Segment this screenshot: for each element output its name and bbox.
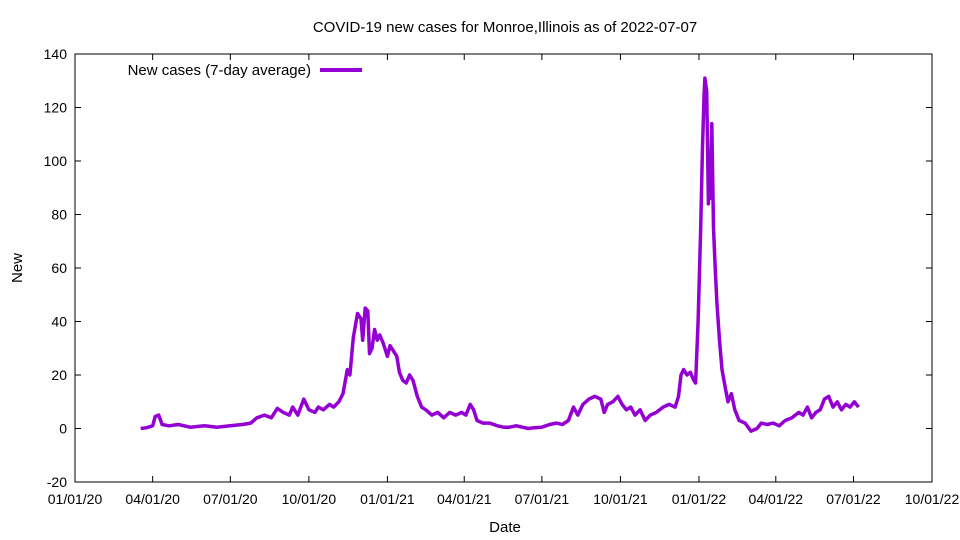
y-axis-title: New	[9, 253, 26, 283]
y-tick-label: 40	[51, 314, 67, 330]
y-tick-label: 100	[44, 153, 68, 169]
x-axis: 01/01/20 04/01/20 07/01/20 10/01/20 01/01/21…	[48, 54, 960, 507]
x-tick-label: 10/01/20	[282, 491, 337, 507]
x-axis-title: Date	[489, 519, 521, 536]
legend-label: New cases (7-day average)	[128, 62, 311, 79]
x-tick-label: 01/01/21	[360, 491, 415, 507]
x-tick-label: 10/01/21	[593, 491, 648, 507]
x-tick-label: 04/01/20	[125, 491, 180, 507]
legend: New cases (7-day average)	[128, 62, 362, 79]
chart-title: COVID-19 new cases for Monroe,Illinois a…	[313, 19, 697, 36]
plot-frame	[74, 53, 933, 483]
x-tick-label: 07/01/21	[515, 491, 570, 507]
y-tick-label: 120	[44, 100, 68, 116]
x-tick-label: 10/01/22	[905, 491, 960, 507]
y-tick-label: 80	[51, 207, 67, 223]
series-layer	[140, 76, 860, 433]
x-tick-label: 04/01/22	[749, 491, 804, 507]
x-tick-label: 01/01/22	[672, 491, 727, 507]
x-tick-label: 07/01/20	[203, 491, 258, 507]
x-tick-label: 01/01/20	[48, 491, 103, 507]
y-tick-label: 140	[44, 46, 68, 62]
y-tick-label: 20	[51, 367, 67, 383]
y-axis: -20 0 20 40 60 80 100 120 140	[44, 46, 932, 490]
x-tick-label: 04/01/21	[437, 491, 492, 507]
series-line	[140, 76, 860, 433]
y-tick-label: -20	[47, 474, 67, 490]
y-tick-label: 60	[51, 260, 67, 276]
x-tick-label: 07/01/22	[826, 491, 881, 507]
y-tick-label: 0	[59, 421, 67, 437]
